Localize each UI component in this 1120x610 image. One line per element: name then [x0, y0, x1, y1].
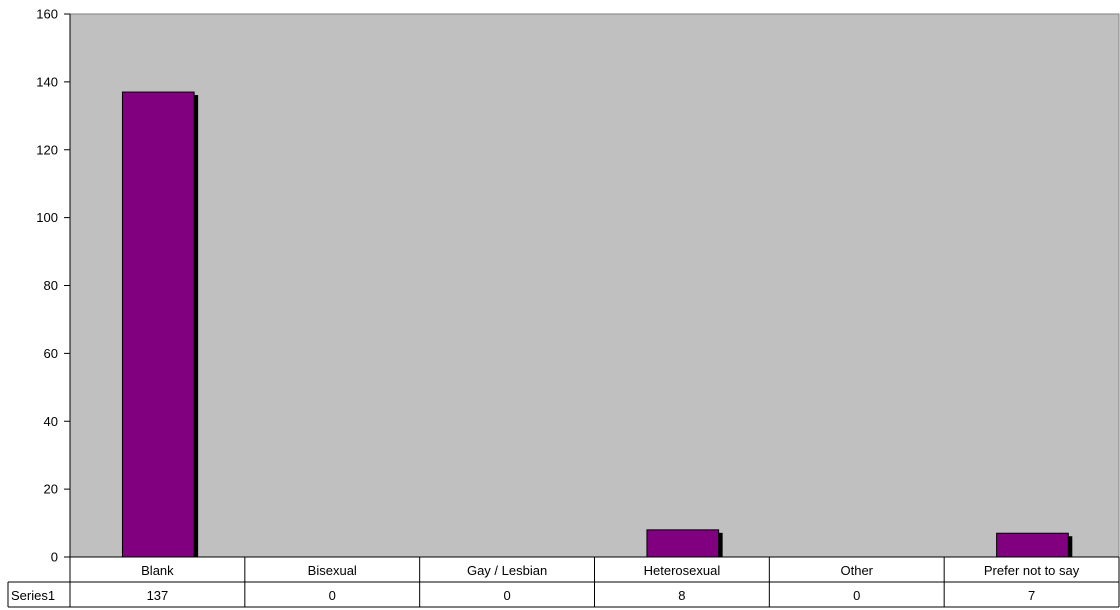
y-tick-label: 100	[36, 210, 58, 225]
data-value-label: 8	[678, 588, 685, 603]
y-tick-label: 40	[44, 414, 58, 429]
bar	[996, 532, 1069, 558]
bar	[646, 529, 720, 558]
y-tick-label: 0	[51, 550, 58, 565]
y-axis: 0 20 40 60 80 100 120 140 160	[36, 7, 71, 565]
data-table: Blank Bisexual Gay / Lesbian Heterosexual Ot…	[7, 556, 1120, 608]
y-tick-label: 60	[44, 346, 58, 361]
category-label: Other	[840, 563, 873, 578]
data-value-label: 0	[329, 588, 336, 603]
category-label: Bisexual	[308, 563, 357, 578]
category-label: Heterosexual	[644, 563, 721, 578]
data-value-label: 7	[1028, 588, 1035, 603]
category-label: Blank	[141, 563, 174, 578]
bars	[121, 91, 1073, 558]
series-name: Series1	[11, 588, 55, 603]
y-tick-label: 120	[36, 142, 58, 157]
data-value-label: 137	[147, 588, 169, 603]
bar	[121, 91, 195, 558]
category-label: Gay / Lesbian	[467, 563, 547, 578]
category-label: Prefer not to say	[984, 563, 1080, 578]
plot-area	[69, 13, 1120, 558]
y-tick-label: 140	[36, 74, 58, 89]
y-tick-label: 80	[44, 278, 58, 293]
data-value-label: 0	[853, 588, 860, 603]
y-tick-label: 20	[44, 482, 58, 497]
y-tick-label: 160	[36, 7, 58, 22]
data-value-label: 0	[503, 588, 510, 603]
